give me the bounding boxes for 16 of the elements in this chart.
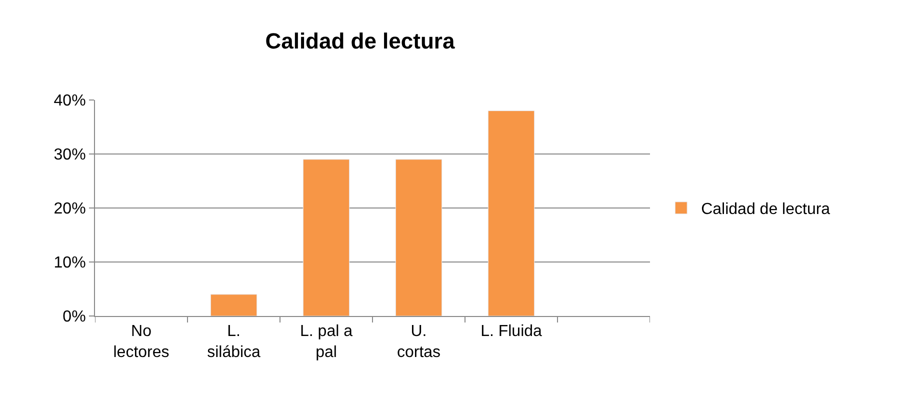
chart-title: Calidad de lectura [265, 28, 456, 54]
x-tick-label: No lectores [113, 323, 170, 361]
bar [395, 159, 442, 316]
legend-label: Calidad de lectura [701, 201, 830, 218]
bar [210, 294, 258, 316]
y-tick-label: 30% [54, 146, 86, 164]
y-tick-label: 10% [54, 254, 86, 272]
y-tick-label: 40% [54, 92, 86, 110]
x-tick-label: L. silábica [207, 323, 261, 361]
y-tick-label: 20% [54, 200, 86, 218]
x-tick-label: L. pal a pal [300, 323, 353, 361]
x-tick-label: L. Fluida [480, 323, 542, 340]
x-tick-label: U. cortas [396, 323, 441, 361]
bar [302, 159, 350, 316]
bar [488, 110, 535, 316]
y-tick-label: 0% [62, 308, 86, 326]
